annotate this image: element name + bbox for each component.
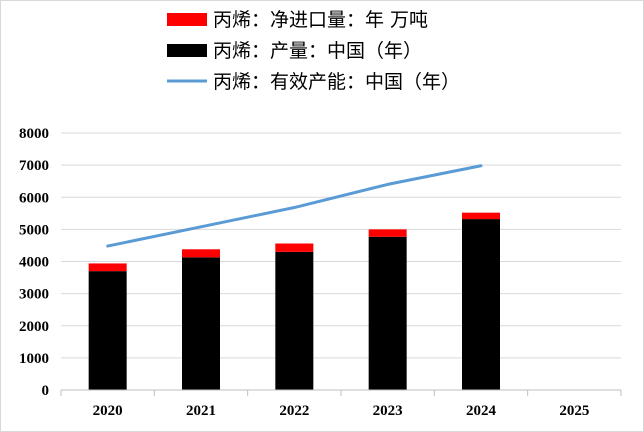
y-tick-label: 2000 bbox=[19, 319, 49, 335]
legend-swatch bbox=[167, 13, 207, 26]
bar-net-import-2021 bbox=[182, 249, 220, 258]
bar-net-import-2020 bbox=[88, 263, 127, 272]
y-tick-label: 7000 bbox=[19, 158, 49, 174]
y-tick-label: 1000 bbox=[19, 351, 49, 367]
legend-label: 丙烯：有效产能：中国（年） bbox=[213, 71, 460, 93]
legend-label: 丙烯：净进口量：年 万吨 bbox=[213, 9, 428, 31]
y-tick-label: 8000 bbox=[19, 126, 49, 142]
x-tick-label: 2022 bbox=[279, 403, 309, 419]
bar-production-2021 bbox=[182, 257, 220, 390]
legend-label: 丙烯：产量：中国（年） bbox=[213, 40, 422, 62]
bar-net-import-2024 bbox=[462, 212, 500, 220]
x-tick-label: 2021 bbox=[186, 403, 216, 419]
x-tick-label: 2025 bbox=[559, 403, 589, 419]
y-tick-label: 3000 bbox=[19, 287, 49, 303]
gridlines bbox=[61, 132, 621, 359]
y-tick-label: 6000 bbox=[19, 190, 49, 206]
bar-net-import-2022 bbox=[275, 243, 314, 252]
y-tick-label: 4000 bbox=[19, 255, 49, 271]
bar-production-2024 bbox=[462, 219, 500, 390]
bar-net-import-2023 bbox=[368, 229, 407, 237]
lines bbox=[106, 164, 483, 248]
bar-production-2023 bbox=[368, 236, 407, 390]
x-tick-label: 2024 bbox=[466, 403, 497, 419]
legend-swatch bbox=[167, 44, 207, 57]
bar-production-2022 bbox=[275, 251, 314, 390]
x-tick-label: 2020 bbox=[93, 403, 123, 419]
bar-production-2020 bbox=[88, 271, 127, 390]
y-axis-ticks: 0 1000 2000 3000 4000 5000 6000 7000 8000 bbox=[19, 126, 49, 399]
y-tick-label: 5000 bbox=[19, 222, 49, 238]
x-tick-label: 2023 bbox=[373, 403, 403, 419]
y-tick-label: 0 bbox=[42, 383, 50, 399]
bars bbox=[88, 212, 500, 390]
x-axis: 2020 2021 2022 2023 2024 2025 bbox=[60, 389, 622, 419]
line-effective-capacity bbox=[106, 164, 483, 248]
